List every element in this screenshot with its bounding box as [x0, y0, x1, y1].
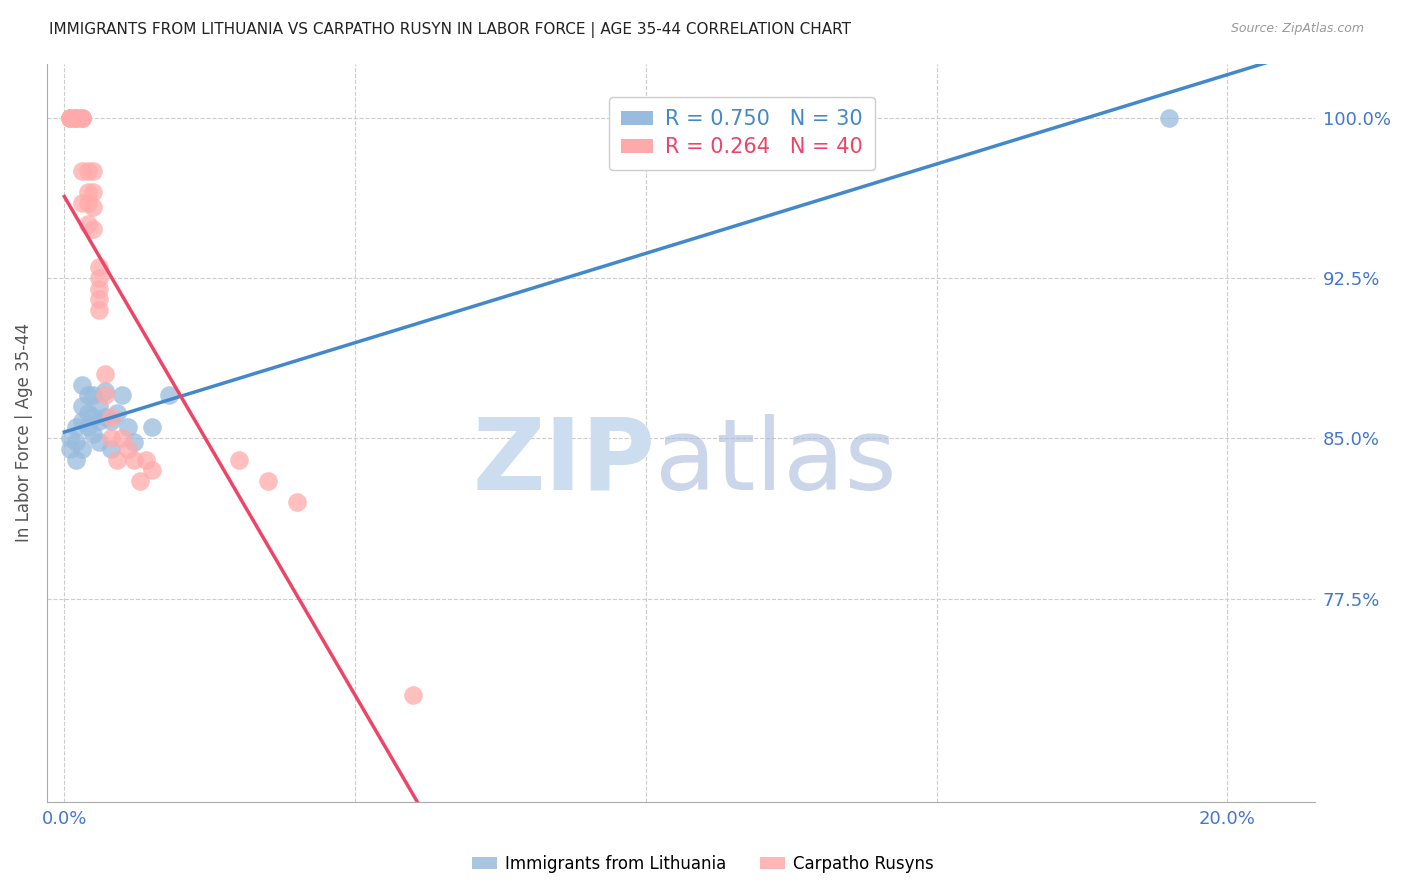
Point [65, 111, 87, 125]
Point [65, 111, 87, 125]
Point [129, 474, 152, 488]
Point [70, 111, 93, 125]
Point [808, 153, 831, 168]
Point [76, 196, 98, 211]
Point [89, 302, 111, 317]
Point [59, 431, 82, 445]
Point [157, 388, 180, 402]
Point [76, 186, 98, 200]
Text: atlas: atlas [655, 414, 897, 511]
Point [89, 260, 111, 274]
Point [89, 435, 111, 450]
Point [89, 270, 111, 285]
Point [59, 111, 82, 125]
Point [100, 431, 122, 445]
Point [89, 292, 111, 306]
Point [82, 426, 104, 441]
Legend: Immigrants from Lithuania, Carpatho Rusyns: Immigrants from Lithuania, Carpatho Rusy… [465, 848, 941, 880]
Point [82, 186, 104, 200]
Point [122, 435, 145, 450]
Point [76, 388, 98, 402]
Point [59, 111, 82, 125]
Text: IMMIGRANTS FROM LITHUANIA VS CARPATHO RUSYN IN LABOR FORCE | AGE 35-44 CORRELATI: IMMIGRANTS FROM LITHUANIA VS CARPATHO RU… [49, 22, 851, 38]
Point [111, 431, 134, 445]
Point [117, 420, 139, 434]
Point [76, 420, 98, 434]
Point [117, 442, 139, 456]
Point [89, 414, 111, 428]
Point [100, 442, 122, 456]
Point [76, 164, 98, 178]
Point [94, 367, 117, 381]
Point [76, 218, 98, 232]
Point [94, 409, 117, 424]
Text: Source: ZipAtlas.com: Source: ZipAtlas.com [1230, 22, 1364, 36]
Point [105, 452, 128, 467]
Point [70, 399, 93, 413]
Point [65, 111, 87, 125]
Point [65, 420, 87, 434]
Point [70, 164, 93, 178]
Point [122, 452, 145, 467]
Point [65, 452, 87, 467]
Point [1159, 111, 1181, 125]
Point [76, 405, 98, 419]
Point [105, 405, 128, 419]
Point [82, 221, 104, 235]
Point [82, 409, 104, 424]
Point [94, 388, 117, 402]
Point [257, 474, 280, 488]
Point [135, 452, 157, 467]
Point [70, 414, 93, 428]
Point [141, 463, 163, 477]
Point [70, 196, 93, 211]
Y-axis label: In Labor Force | Age 35-44: In Labor Force | Age 35-44 [15, 323, 32, 542]
Point [111, 388, 134, 402]
Point [285, 495, 308, 509]
Point [402, 688, 425, 702]
Point [82, 164, 104, 178]
Point [70, 377, 93, 392]
Point [59, 442, 82, 456]
Point [228, 452, 250, 467]
Legend: R = 0.750   N = 30, R = 0.264   N = 40: R = 0.750 N = 30, R = 0.264 N = 40 [609, 96, 876, 170]
Point [70, 442, 93, 456]
Point [70, 111, 93, 125]
Point [59, 111, 82, 125]
Point [100, 414, 122, 428]
Point [94, 384, 117, 399]
Point [70, 111, 93, 125]
Point [89, 399, 111, 413]
Point [100, 409, 122, 424]
Point [82, 200, 104, 214]
Text: ZIP: ZIP [472, 414, 655, 511]
Point [82, 388, 104, 402]
Point [141, 420, 163, 434]
Point [65, 111, 87, 125]
Point [89, 281, 111, 295]
Point [65, 435, 87, 450]
